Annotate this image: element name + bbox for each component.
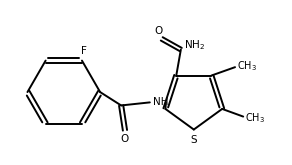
Text: F: F	[81, 46, 87, 56]
Text: O: O	[154, 26, 163, 36]
Text: CH$_3$: CH$_3$	[237, 60, 257, 73]
Text: NH: NH	[152, 97, 168, 107]
Text: CH$_3$: CH$_3$	[245, 111, 265, 125]
Text: NH$_2$: NH$_2$	[184, 38, 205, 52]
Text: O: O	[121, 134, 129, 144]
Text: S: S	[190, 135, 197, 145]
